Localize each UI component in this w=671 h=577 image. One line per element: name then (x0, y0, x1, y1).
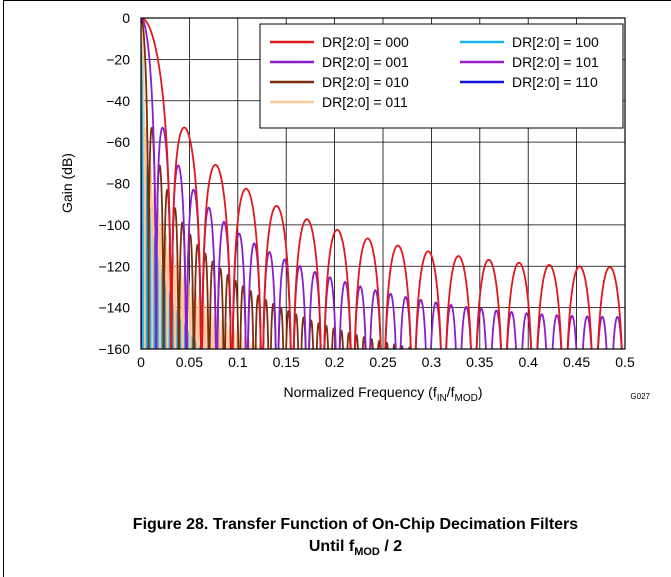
x-tick-label: 0.3 (422, 354, 442, 370)
y-tick-label: −160 (98, 341, 130, 357)
x-tick-label: 0.25 (369, 354, 396, 370)
y-tick-label: −140 (98, 300, 130, 316)
x-tick-label: 0.15 (273, 354, 300, 370)
y-tick-label: 0 (122, 10, 130, 26)
x-tick-labels: 0 0.05 0.1 0.15 0.2 0.25 0.3 0.35 0.4 0.45 0.5 (137, 354, 635, 370)
y-tick-label: −80 (106, 176, 130, 192)
legend-label: DR[2:0] = 011 (322, 94, 408, 110)
series-line (141, 18, 265, 349)
legend-label: DR[2:0] = 110 (512, 74, 598, 90)
legend-label: DR[2:0] = 010 (322, 74, 409, 90)
x-tick-label: 0 (137, 354, 145, 370)
series-group (141, 18, 623, 349)
x-tick-label: 0.45 (563, 354, 590, 370)
legend-label: DR[2:0] = 000 (322, 34, 409, 50)
x-tick-label: 0.4 (518, 354, 538, 370)
series-line (141, 18, 419, 349)
legend-label: DR[2:0] = 100 (512, 34, 599, 50)
x-tick-label: 0.5 (615, 354, 635, 370)
graph-id-label: G027 (630, 392, 650, 401)
y-tick-label: −120 (98, 258, 130, 274)
plot-frame (140, 17, 626, 350)
x-tick-label: 0.2 (325, 354, 345, 370)
y-tick-label: −100 (98, 217, 130, 233)
legend: DR[2:0] = 000 DR[2:0] = 001 DR[2:0] = 010 D… (259, 23, 624, 129)
x-tick-label: 0.05 (176, 354, 203, 370)
y-tick-label: −40 (106, 93, 130, 109)
page-frame-left (3, 0, 4, 577)
page-frame-top (3, 0, 671, 1)
y-tick-labels: 0 −20 −40 −60 −80 −100 −120 −140 −160 (98, 10, 130, 357)
x-tick-label: 0.1 (228, 354, 248, 370)
y-tick-label: −20 (106, 51, 130, 67)
x-axis-label: Normalized Frequency (fIN/fMOD) (283, 384, 482, 404)
figure-caption-line2: Until fMOD / 2 (308, 538, 403, 559)
legend-label: DR[2:0] = 001 (322, 54, 409, 70)
x-tick-label: 0.35 (466, 354, 493, 370)
legend-label: DR[2:0] = 101 (512, 54, 599, 70)
y-axis-label: Gain (dB) (59, 153, 75, 213)
series-line (141, 18, 623, 349)
y-tick-label: −60 (106, 134, 130, 150)
series-line (141, 18, 623, 349)
figure-caption-line1: Figure 28. Transfer Function of On-Chip … (132, 516, 579, 533)
